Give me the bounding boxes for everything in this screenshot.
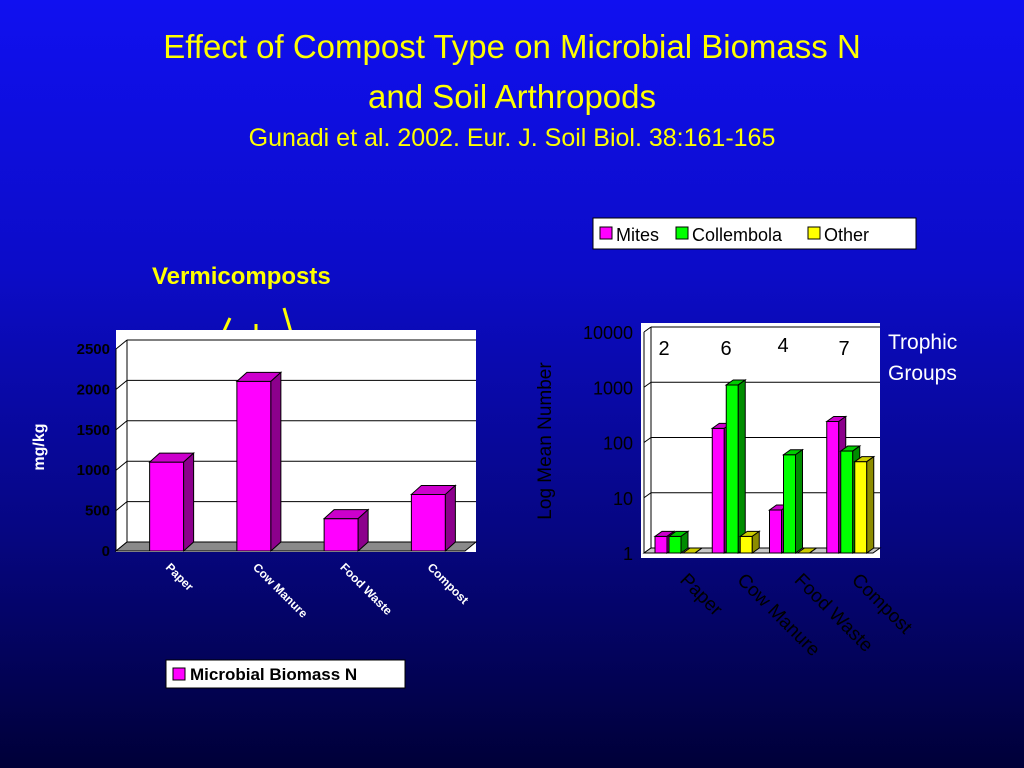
chart1-bar bbox=[148, 451, 195, 553]
chart2-x-tick: Paper bbox=[675, 570, 726, 621]
chart2-legend-label: Mites bbox=[616, 225, 659, 245]
trophic-groups-label-line1: Trophic bbox=[888, 331, 957, 354]
slide-title-line-2: and Soil Arthropods bbox=[367, 78, 657, 115]
chart2-y-tick: 100 bbox=[603, 434, 633, 454]
chart1-y-tick: 2000 bbox=[77, 381, 110, 398]
chart1-y-tick: 0 bbox=[102, 543, 110, 560]
chart2-legend-label: Other bbox=[824, 225, 869, 245]
chart2-bar-other bbox=[681, 547, 704, 554]
chart2-bar-other bbox=[853, 455, 876, 554]
chart2-legend-swatch bbox=[807, 226, 821, 240]
chart1-bar bbox=[322, 508, 370, 553]
chart1-y-tick: 500 bbox=[85, 503, 110, 520]
chart1-x-tick: Compost bbox=[425, 560, 472, 607]
chart2-legend: Mites Collembola Other bbox=[592, 217, 917, 250]
chart2-bar-collembola bbox=[724, 378, 747, 554]
chart2-y-axis-label: Log Mean Number bbox=[535, 362, 556, 520]
chart1-y-tick: 2500 bbox=[77, 341, 110, 358]
chart1-legend-label: Microbial Biomass N bbox=[190, 665, 357, 684]
chart2-y-tick: 10 bbox=[613, 489, 633, 509]
slide-citation: Gunadi et al. 2002. Eur. J. Soil Biol. 3… bbox=[248, 124, 776, 152]
chart2-legend-swatch bbox=[599, 226, 613, 240]
chart2-trophic-count: 7 bbox=[838, 338, 849, 360]
chart2-legend-swatch bbox=[675, 226, 689, 240]
chart2-y-tick: 1000 bbox=[593, 378, 633, 398]
chart1-legend-swatch bbox=[172, 667, 186, 681]
chart1-legend: Microbial Biomass N bbox=[165, 659, 406, 689]
slide-title-line-1: Effect of Compost Type on Microbial Biom… bbox=[163, 28, 861, 65]
chart2-trophic-count: 2 bbox=[658, 338, 669, 360]
chart2-trophic-count: 4 bbox=[777, 335, 788, 357]
chart1-y-tick: 1000 bbox=[77, 462, 110, 479]
chart2-bar-other bbox=[795, 547, 819, 554]
chart1-x-tick: Cow Manure bbox=[250, 560, 311, 621]
chart1-bar bbox=[235, 371, 283, 553]
chart2-trophic-count: 6 bbox=[720, 338, 731, 360]
chart2-bar-collembola bbox=[781, 448, 805, 554]
chart1-x-tick: Paper bbox=[163, 560, 197, 594]
chart2-bar-other bbox=[738, 530, 761, 554]
chart2-bar-collembola bbox=[667, 530, 690, 554]
chart2-legend-label: Collembola bbox=[692, 225, 783, 245]
chart1-bar bbox=[410, 484, 457, 553]
vermicomposts-annotation: Vermicomposts bbox=[152, 263, 331, 290]
chart1-y-tick: 1500 bbox=[77, 422, 110, 439]
microbial-biomass-chart: 0 500 1000 1500 2000 2500 Paper Cow Manure Food … bbox=[31, 330, 478, 689]
trophic-groups-label-line2: Groups bbox=[888, 362, 957, 385]
chart1-y-axis-label: mg/kg bbox=[31, 423, 48, 470]
chart2-y-tick: 1 bbox=[623, 544, 633, 564]
chart1-x-tick: Food Waste bbox=[337, 560, 395, 618]
chart2-y-tick: 10000 bbox=[583, 323, 633, 343]
